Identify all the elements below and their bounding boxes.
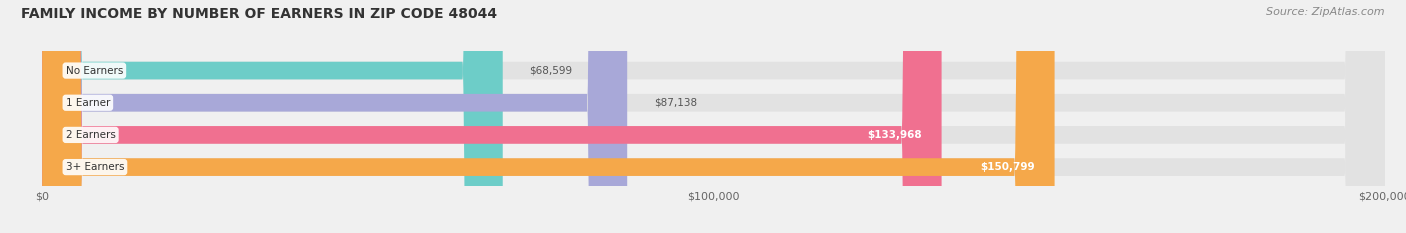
FancyBboxPatch shape: [42, 0, 1385, 233]
FancyBboxPatch shape: [42, 0, 1054, 233]
FancyBboxPatch shape: [42, 0, 942, 233]
Text: 3+ Earners: 3+ Earners: [66, 162, 124, 172]
Text: FAMILY INCOME BY NUMBER OF EARNERS IN ZIP CODE 48044: FAMILY INCOME BY NUMBER OF EARNERS IN ZI…: [21, 7, 498, 21]
FancyBboxPatch shape: [42, 0, 627, 233]
Text: $87,138: $87,138: [654, 98, 697, 108]
FancyBboxPatch shape: [42, 0, 1385, 233]
FancyBboxPatch shape: [42, 0, 1385, 233]
Text: No Earners: No Earners: [66, 65, 124, 75]
Text: 2 Earners: 2 Earners: [66, 130, 115, 140]
Text: $150,799: $150,799: [980, 162, 1035, 172]
Text: $133,968: $133,968: [868, 130, 921, 140]
FancyBboxPatch shape: [42, 0, 503, 233]
Text: $68,599: $68,599: [530, 65, 572, 75]
FancyBboxPatch shape: [42, 0, 1385, 233]
Text: 1 Earner: 1 Earner: [66, 98, 110, 108]
Text: Source: ZipAtlas.com: Source: ZipAtlas.com: [1267, 7, 1385, 17]
